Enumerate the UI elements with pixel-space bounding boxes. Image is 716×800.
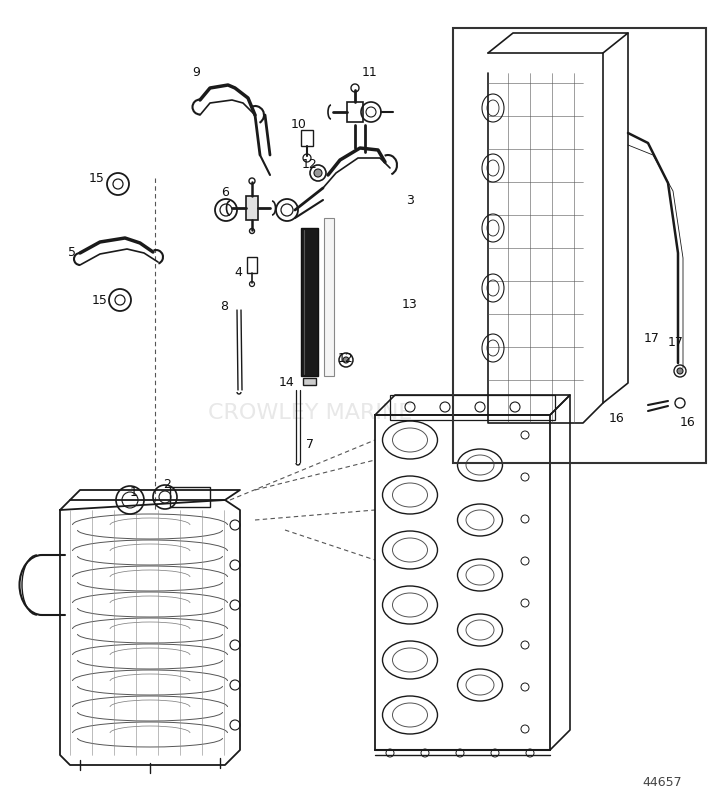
Bar xyxy=(301,228,318,376)
Text: 1: 1 xyxy=(130,486,138,498)
Text: 3: 3 xyxy=(406,194,414,206)
Text: 17: 17 xyxy=(668,337,684,350)
Text: 15: 15 xyxy=(89,171,105,185)
Text: 6: 6 xyxy=(221,186,229,198)
Bar xyxy=(390,395,555,420)
Text: 13: 13 xyxy=(402,298,418,311)
Text: 5: 5 xyxy=(68,246,76,259)
Text: CROWLEY MARINE: CROWLEY MARINE xyxy=(208,403,412,423)
Text: 44657: 44657 xyxy=(642,777,682,790)
Text: 12: 12 xyxy=(302,158,318,171)
Circle shape xyxy=(343,357,349,363)
Bar xyxy=(453,28,706,463)
Text: 8: 8 xyxy=(220,301,228,314)
Bar xyxy=(347,102,363,122)
Text: 12: 12 xyxy=(338,351,354,365)
Text: 17: 17 xyxy=(644,331,660,345)
Text: 11: 11 xyxy=(362,66,378,78)
Text: 4: 4 xyxy=(234,266,242,278)
Text: 15: 15 xyxy=(92,294,108,306)
Bar xyxy=(303,378,316,385)
Text: 16: 16 xyxy=(609,411,625,425)
Text: 7: 7 xyxy=(306,438,314,451)
Bar xyxy=(324,218,334,376)
Text: 16: 16 xyxy=(680,417,696,430)
Circle shape xyxy=(314,169,322,177)
Circle shape xyxy=(677,368,683,374)
Bar xyxy=(301,130,313,146)
Text: 9: 9 xyxy=(192,66,200,78)
Bar xyxy=(246,196,258,220)
Bar xyxy=(170,487,210,507)
Text: 14: 14 xyxy=(279,377,295,390)
Text: 2: 2 xyxy=(163,478,171,490)
Text: 10: 10 xyxy=(291,118,307,131)
Bar xyxy=(247,257,257,273)
